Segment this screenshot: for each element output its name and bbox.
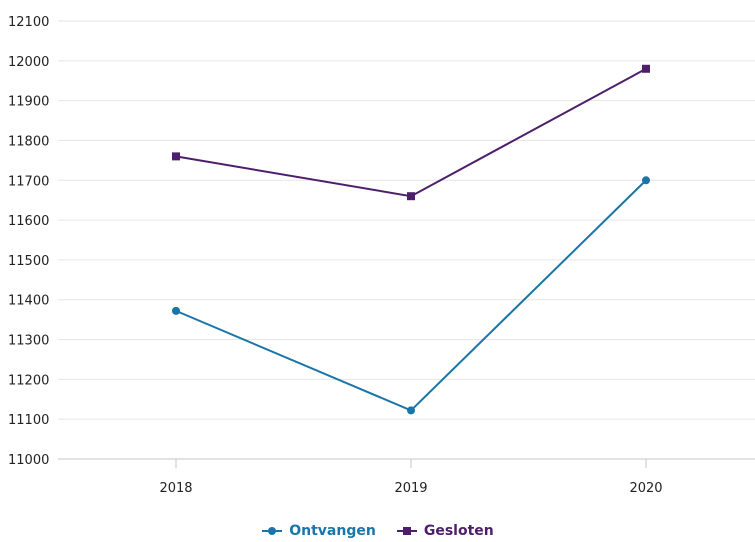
data-point[interactable] — [407, 406, 415, 415]
line-chart: 11000 11100 11200 11300 11400 11500 11600 11700… — [8, 15, 755, 496]
y-tick-label: 12000 — [8, 55, 49, 70]
y-tick-label: 11600 — [8, 214, 49, 229]
legend-label: Ontvangen — [289, 523, 376, 539]
legend: Ontvangen Gesloten — [0, 520, 755, 542]
data-point[interactable] — [642, 64, 650, 73]
gridlines — [58, 20, 755, 420]
x-tick-label: 2019 — [394, 481, 427, 496]
y-tick-label: 12100 — [8, 15, 49, 30]
circle-marker-icon — [261, 525, 283, 537]
data-point[interactable] — [407, 192, 415, 201]
data-point[interactable] — [642, 176, 650, 185]
y-tick-label: 11200 — [8, 373, 49, 388]
y-tick-label: 11100 — [8, 413, 49, 428]
legend-label: Gesloten — [423, 523, 494, 539]
square-marker-icon — [396, 525, 418, 537]
y-tick-label: 11800 — [8, 134, 49, 149]
legend-item-ontvangen[interactable]: Ontvangen — [261, 523, 376, 539]
y-tick-label: 11500 — [8, 254, 49, 269]
y-tick-label: 11700 — [8, 174, 49, 189]
series-line-gesloten — [175, 67, 647, 198]
series-lines — [172, 64, 650, 415]
x-tick-label: 2020 — [629, 481, 662, 496]
series-line-ontvangen — [175, 179, 647, 412]
data-point[interactable] — [172, 152, 180, 161]
y-tick-label: 11300 — [8, 334, 49, 349]
y-tick-label: 11900 — [8, 95, 49, 110]
x-tick-label: 2018 — [159, 481, 192, 496]
legend-item-gesloten[interactable]: Gesloten — [396, 523, 494, 539]
y-tick-label: 11400 — [8, 294, 49, 309]
y-tick-label: 11000 — [8, 453, 49, 468]
data-point[interactable] — [172, 306, 180, 315]
axes: 11000 11100 11200 11300 11400 11500 11600 11700… — [8, 15, 755, 496]
